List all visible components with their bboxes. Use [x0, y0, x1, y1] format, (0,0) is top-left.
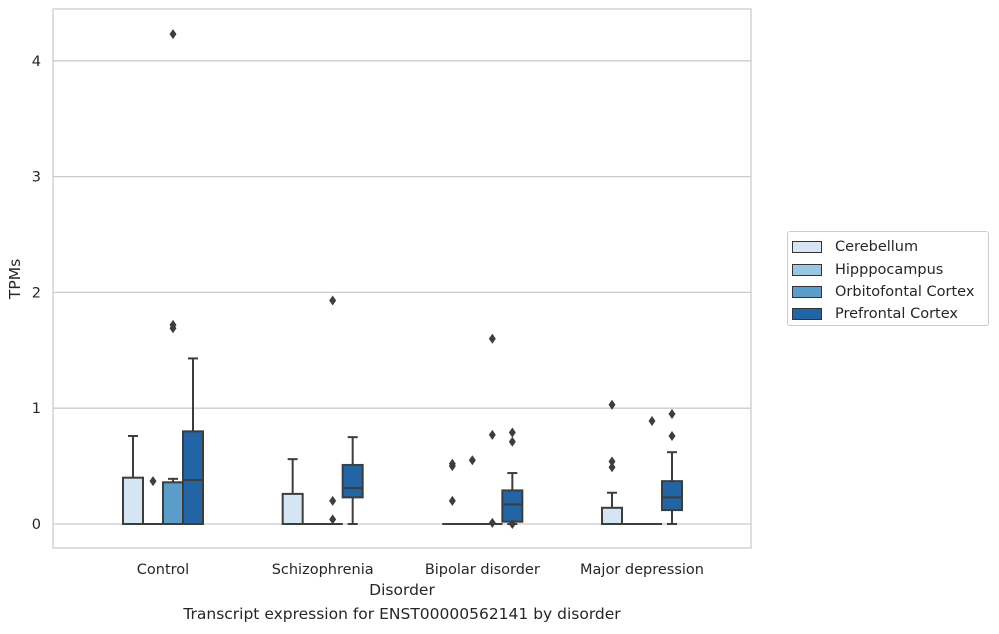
legend-swatch: [792, 241, 822, 254]
box-cerebellum: [122, 434, 144, 525]
legend-item: Cerebellum: [792, 236, 988, 258]
y-tick-labels: 0 1 2 3 4: [32, 54, 41, 533]
legend-label: Prefrontal Cortex: [835, 306, 958, 323]
outlier-point: [169, 29, 177, 40]
outlier-point: [508, 436, 516, 447]
x-tick-label: Control: [137, 562, 189, 578]
outlier-point: [508, 427, 516, 438]
box-prefrontal-cortex: [501, 472, 524, 525]
boxes: [122, 357, 684, 526]
outlier-point: [149, 476, 157, 487]
legend-item: Orbitofontal Cortex: [792, 281, 988, 303]
chart-caption: Transcript expression for ENST0000056214…: [183, 605, 621, 623]
legend-swatch: [792, 285, 822, 298]
x-tick-label: Major depression: [580, 562, 704, 578]
legend-label: Cerebellum: [835, 239, 919, 256]
outlier-point: [648, 415, 656, 426]
outlier-point: [608, 456, 616, 467]
legend-swatch: [792, 263, 822, 276]
plot-frame: [52, 8, 752, 549]
outlier-point: [608, 462, 616, 473]
outliers: [149, 29, 676, 529]
outlier-point: [508, 519, 516, 529]
legend-swatch: [792, 308, 822, 321]
box-body: [122, 476, 144, 525]
box-orbitofontal-cortex: [162, 477, 184, 526]
y-tick-label: 3: [32, 170, 41, 186]
box-cerebellum: [601, 491, 624, 525]
outlier-point: [488, 333, 496, 344]
legend: Cerebellum Hipppocampus Orbitofontal Corte…: [787, 231, 989, 326]
outlier-point: [448, 495, 456, 506]
legend-label: Orbitofontal Cortex: [835, 283, 975, 300]
x-axis-label: Disorder: [369, 581, 435, 599]
outlier-point: [668, 430, 676, 441]
y-tick-label: 1: [32, 401, 41, 417]
box-prefrontal-cortex: [661, 451, 684, 525]
outlier-point: [488, 429, 496, 440]
box-prefrontal-cortex: [182, 357, 204, 525]
outlier-point: [608, 399, 616, 410]
legend-label: Hipppocampus: [835, 261, 944, 278]
box-body: [162, 481, 184, 526]
outlier-point: [329, 514, 337, 525]
x-tick-label: Bipolar disorder: [425, 562, 540, 578]
box-cerebellum: [281, 458, 304, 525]
box-body: [281, 492, 304, 525]
box-body: [601, 506, 624, 525]
outlier-point: [169, 319, 177, 330]
y-gridlines: [53, 60, 751, 525]
y-tick-label: 0: [32, 517, 41, 533]
outlier-point: [448, 458, 456, 469]
outlier-point: [668, 408, 676, 419]
x-tick-labels: Control Schizophrenia Bipolar disorder Majo…: [137, 562, 704, 578]
outlier-point: [488, 517, 496, 528]
outlier-point: [329, 295, 337, 306]
y-tick-label: 2: [32, 285, 41, 301]
box-body: [341, 463, 364, 499]
legend-item: Hipppocampus: [792, 258, 988, 280]
outlier-point: [468, 455, 476, 466]
box-body: [182, 430, 204, 525]
y-axis-label: TPMs: [6, 259, 24, 300]
box-body: [661, 480, 684, 512]
outlier-point: [329, 495, 337, 506]
box-prefrontal-cortex: [341, 436, 364, 525]
legend-item: Prefrontal Cortex: [792, 303, 988, 325]
y-tick-label: 4: [32, 54, 41, 70]
x-tick-label: Schizophrenia: [272, 562, 374, 578]
box-body: [501, 489, 524, 523]
